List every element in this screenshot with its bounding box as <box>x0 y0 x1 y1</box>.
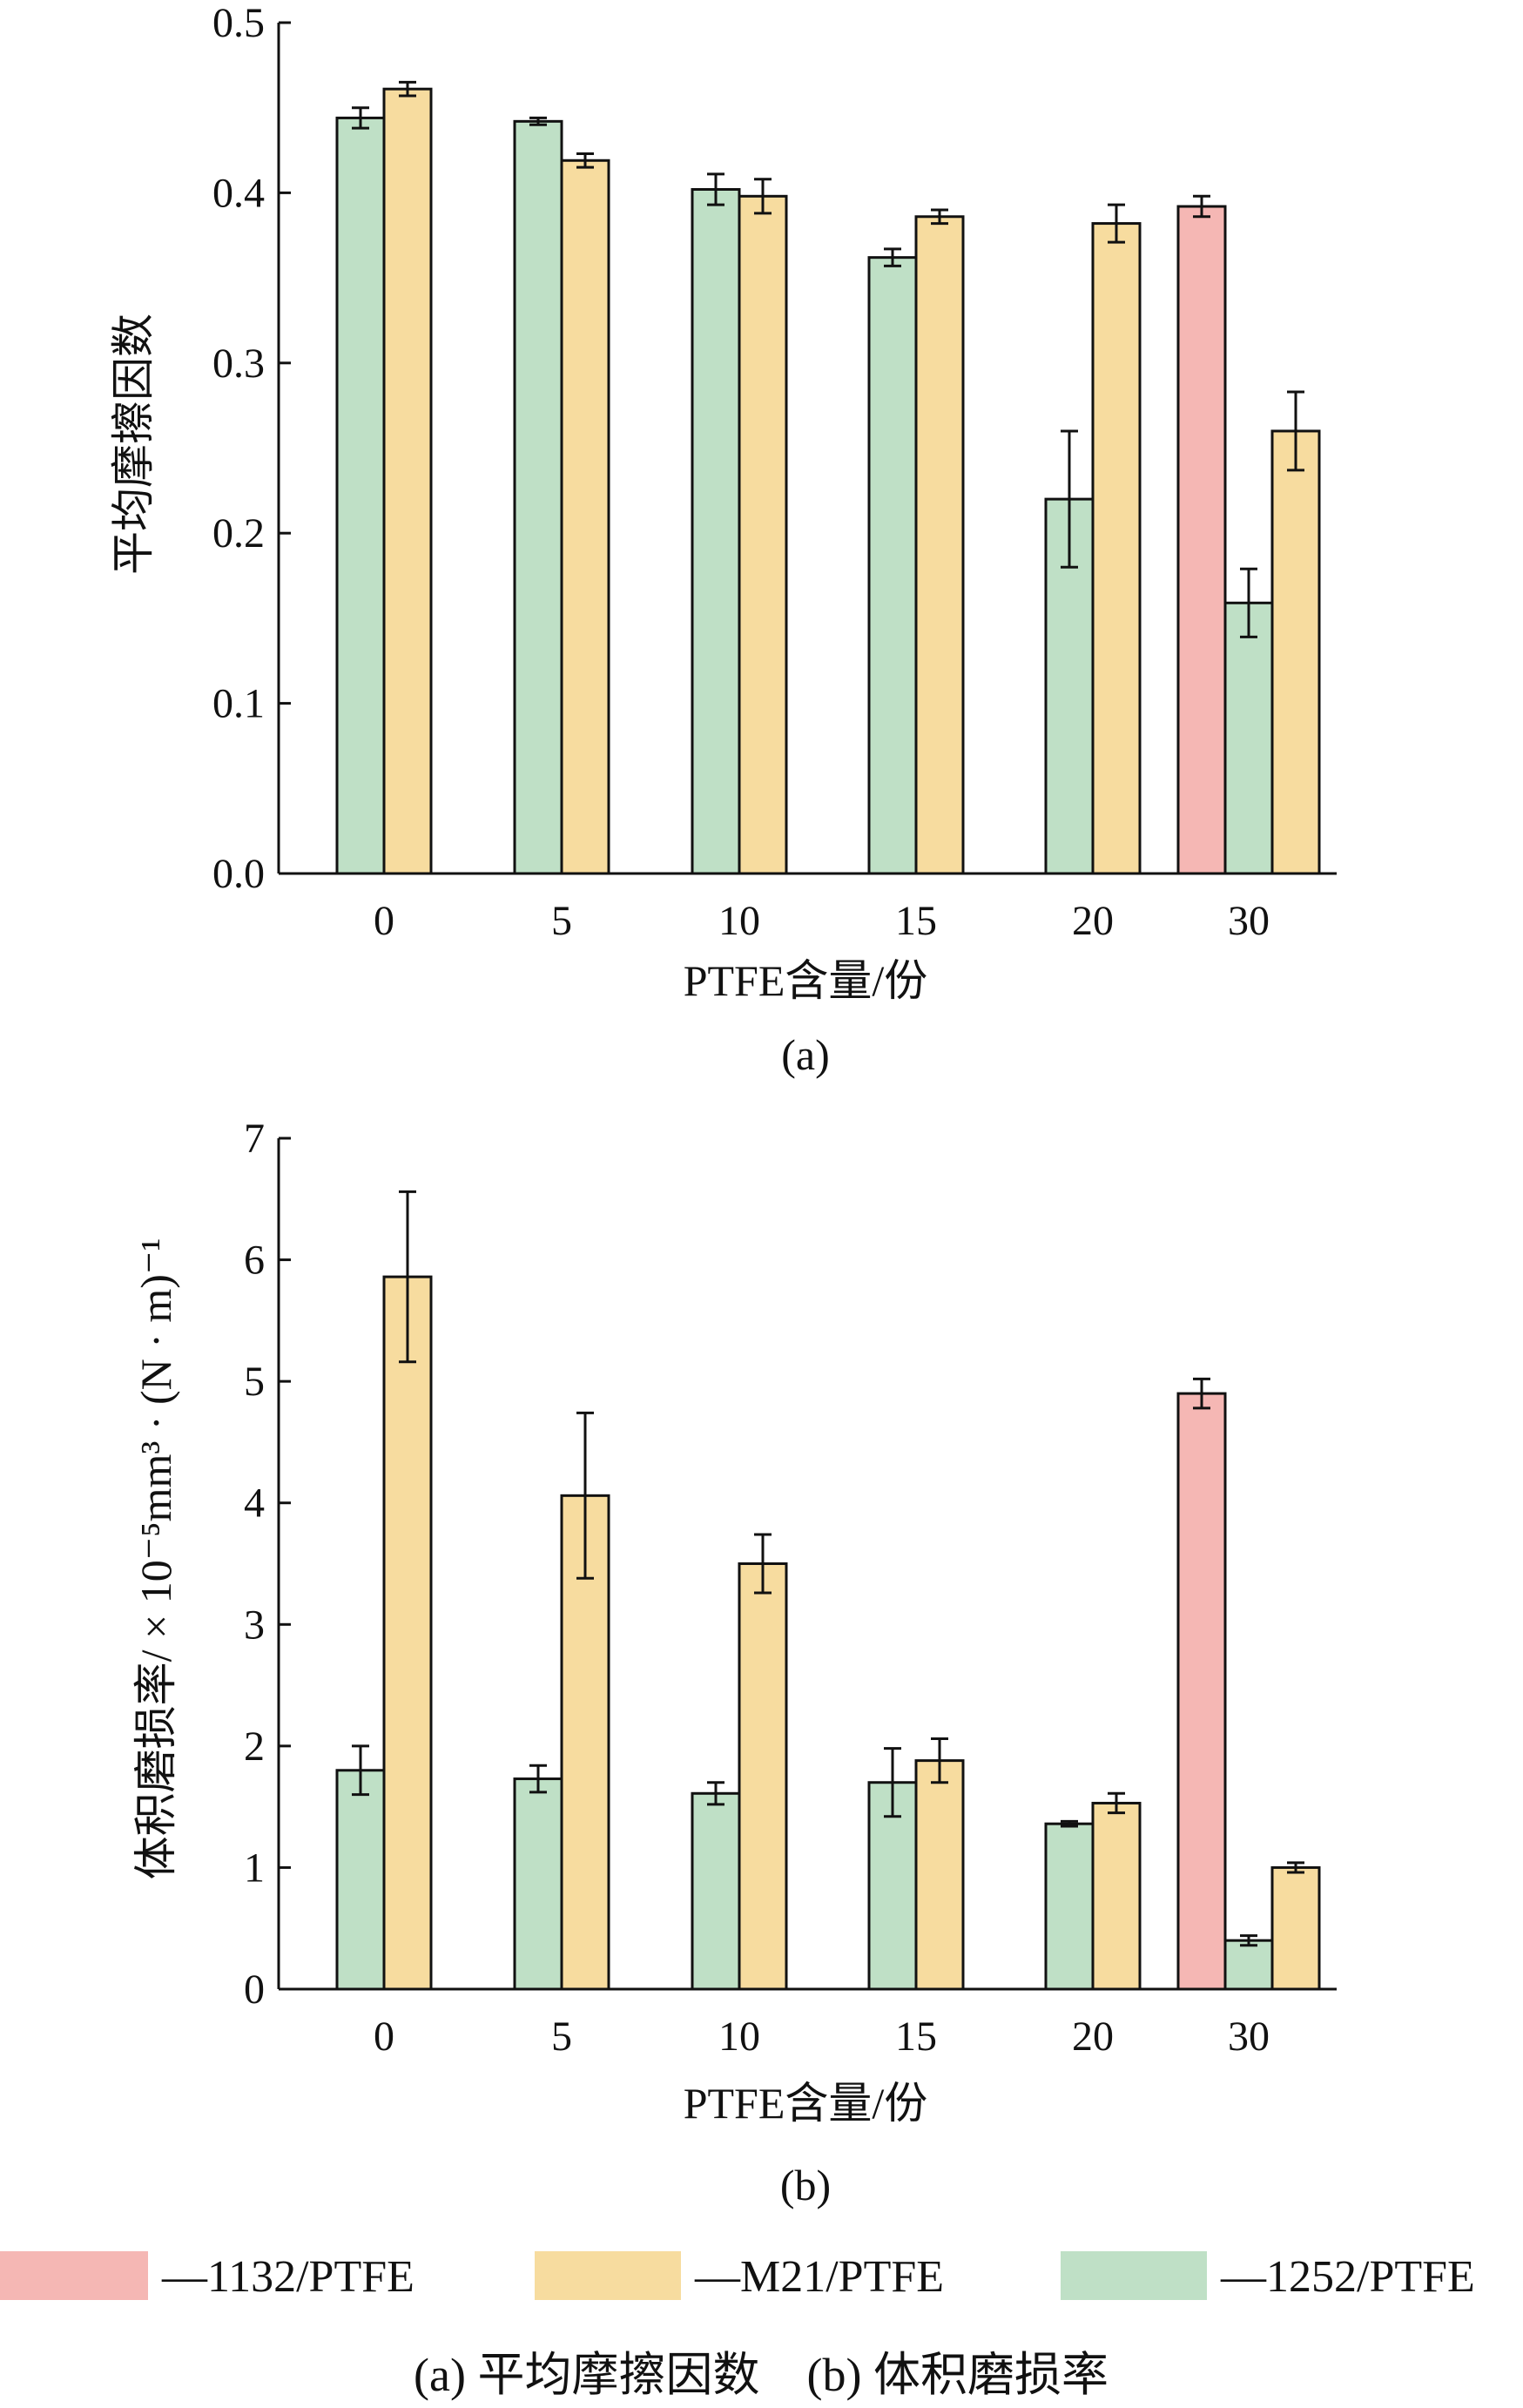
legend-item-1252: —1252/PTFE <box>1061 2251 1475 2302</box>
bar-1252-30 <box>1223 601 1274 875</box>
y-tick-label-b: 0 <box>244 1966 265 2013</box>
bar-M21-10 <box>738 194 788 875</box>
y-tick-label-a: 0.0 <box>212 851 265 897</box>
x-tick-label-a: 30 <box>1228 898 1270 944</box>
bar-M21-10 <box>738 1562 788 1991</box>
y-tick-label-a: 0.2 <box>212 510 265 556</box>
x-tick-label-a: 20 <box>1072 898 1114 944</box>
y-tick-label-a: 0.5 <box>212 0 265 46</box>
bar-M21-30 <box>1270 1865 1321 1991</box>
x-tick-label-b: 30 <box>1228 2013 1270 2060</box>
y-tick-label-b: 7 <box>244 1116 265 1162</box>
y-tick-label-b: 4 <box>244 1481 265 1527</box>
figure-caption: (a) 平均摩擦因数 (b) 体积磨损率 <box>414 2349 1109 2401</box>
legend-label-1252: —1252/PTFE <box>1220 2252 1475 2302</box>
bar-1252-0 <box>335 1769 386 1991</box>
y-tick-label-b: 3 <box>244 1602 265 1648</box>
bar-1252-5 <box>513 119 563 875</box>
x-tick-label-b: 0 <box>374 2013 394 2060</box>
x-axis-label-b: PTFE含量/份 <box>684 2079 928 2128</box>
y-tick-label-a: 0.4 <box>212 170 265 216</box>
y-tick-label-b: 5 <box>244 1359 265 1405</box>
bar-1252-5 <box>513 1777 563 1991</box>
bar-1252-10 <box>691 187 741 875</box>
y-axis-label-b: 体积磨损率/ × 10⁻⁵mm³ · (N · m)⁻¹ <box>131 1238 180 1880</box>
x-tick-label-b: 15 <box>895 2013 937 2060</box>
bar-M21-20 <box>1091 1801 1142 1991</box>
x-axis-label-a: PTFE含量/份 <box>684 956 928 1005</box>
x-tick-label-b: 5 <box>551 2013 572 2060</box>
x-tick-label-b: 20 <box>1072 2013 1114 2060</box>
bar-1132-30 <box>1176 1392 1227 1991</box>
legend-item-m21: —M21/PTFE <box>535 2251 944 2302</box>
y-axis-label-a: 平均摩擦因数 <box>109 314 158 575</box>
legend-item-1132: —1132/PTFE <box>0 2251 414 2302</box>
bar-1252-15 <box>867 256 918 875</box>
plot-area-b: 0 1 2 3 4 5 6 7 0 5 10 15 20 30 <box>244 1116 1337 2060</box>
chart-panel-b: 0 1 2 3 4 5 6 7 0 5 10 15 20 30 PTFE含量/份 体积磨损率/ × 10⁻… <box>131 1116 1337 2209</box>
bar-1132-30 <box>1176 205 1227 875</box>
legend-swatch-1252 <box>1061 2251 1207 2300</box>
x-tick-label-a: 15 <box>895 898 937 944</box>
bar-1252-20 <box>1044 1822 1095 1991</box>
y-tick-label-a: 0.1 <box>212 681 265 727</box>
bar-1252-0 <box>335 116 386 875</box>
bar-M21-0 <box>382 1275 433 1991</box>
y-tick-label-b: 2 <box>244 1723 265 1770</box>
y-tick-label-b: 1 <box>244 1845 265 1891</box>
x-tick-label-a: 0 <box>374 898 394 944</box>
legend-swatch-m21 <box>535 2251 681 2300</box>
panel-caption-b: (b) <box>780 2161 831 2209</box>
y-tick-label-a: 0.3 <box>212 341 265 387</box>
plot-area-a: 0.0 0.1 0.2 0.3 0.4 0.5 0 5 10 15 20 30 <box>212 0 1337 944</box>
bar-M21-0 <box>382 87 433 875</box>
legend-label-1132: —1132/PTFE <box>161 2252 414 2302</box>
bar-M21-15 <box>914 215 965 875</box>
y-tick-label-b: 6 <box>244 1238 265 1284</box>
panel-caption-a: (a) <box>781 1030 830 1079</box>
bar-1252-10 <box>691 1791 741 1991</box>
legend-swatch-1132 <box>0 2251 148 2300</box>
x-tick-label-a: 5 <box>551 898 572 944</box>
x-tick-label-a: 10 <box>718 898 760 944</box>
chart-panel-a: 0.0 0.1 0.2 0.3 0.4 0.5 0 5 10 15 20 30 PTFE含量/份 平均… <box>109 0 1337 1079</box>
bar-M21-15 <box>914 1759 965 1991</box>
bar-1252-30 <box>1223 1939 1274 1991</box>
legend: —1132/PTFE —M21/PTFE —1252/PTFE <box>0 2251 1475 2302</box>
legend-label-m21: —M21/PTFE <box>694 2252 944 2302</box>
bar-M21-20 <box>1091 222 1142 875</box>
x-tick-label-b: 10 <box>718 2013 760 2060</box>
bar-M21-5 <box>560 159 610 875</box>
bar-M21-30 <box>1270 429 1321 875</box>
